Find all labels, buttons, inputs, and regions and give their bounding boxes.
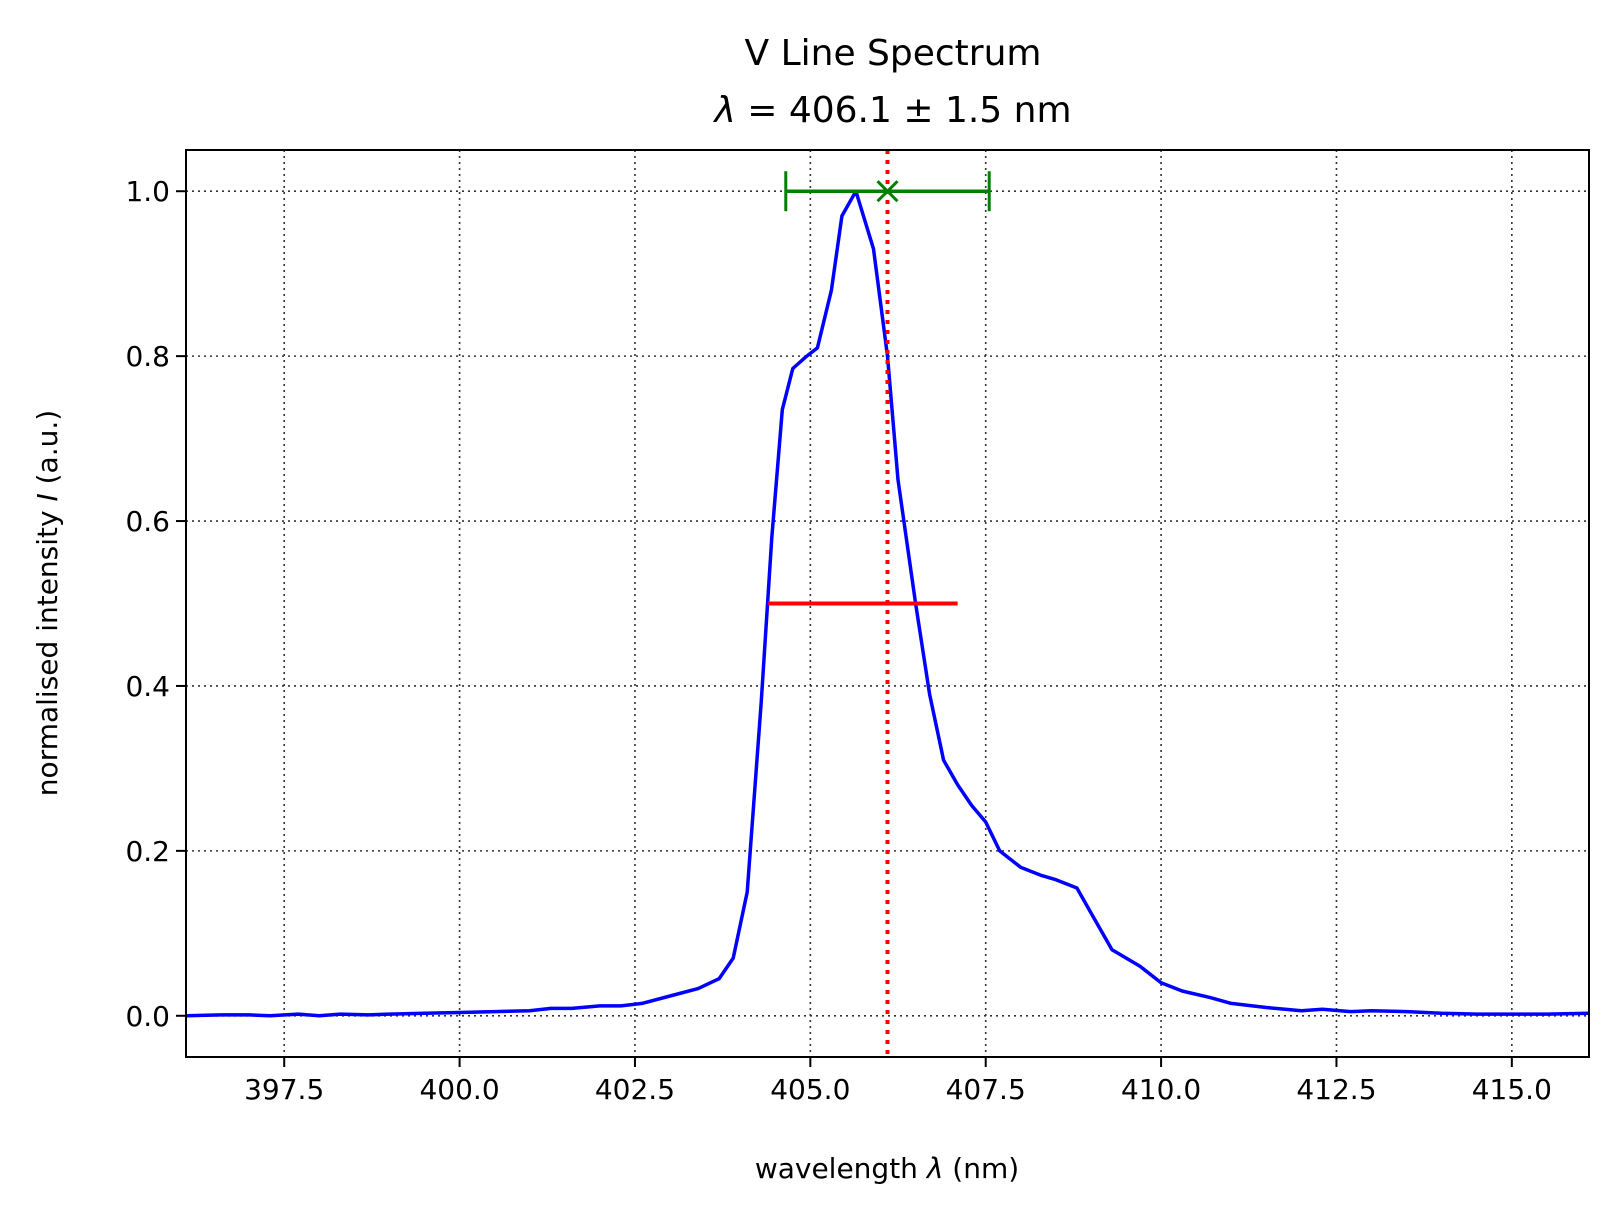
y-tick-label: 0.2 [125,835,170,868]
y-tick-label: 0.6 [125,505,170,538]
y-tick-label: 0.4 [125,670,170,703]
title-lambda-value: = 406.1 ± 1.5 nm [736,90,1072,131]
x-tick-label: 407.5 [946,1073,1026,1106]
x-tick-label: 400.0 [419,1073,499,1106]
grid [186,150,1589,1057]
y-axis-label-unit: (a.u.) [31,410,64,493]
x-axis-label-unit: (nm) [943,1152,1019,1185]
x-axis-label-symbol: λ [925,1152,944,1185]
y-tick-label: 0.8 [125,340,170,373]
x-tick-label: 397.5 [244,1073,324,1106]
y-axis-label-text: normalised intensity [31,502,64,797]
x-axis-label: wavelength λ (nm) [755,1152,1019,1185]
x-tick-label: 412.5 [1296,1073,1376,1106]
x-tick-label: 415.0 [1472,1073,1552,1106]
plot-frame [185,149,1590,1058]
peak-marker [876,180,899,203]
spectrum-line [185,189,1590,1018]
chart-title-line1: V Line Spectrum [745,33,1042,74]
plot-marks [185,150,1590,1057]
x-tick-label: 410.0 [1121,1073,1201,1106]
x-tick-label: 405.0 [770,1073,850,1106]
y-tick-label: 1.0 [125,175,170,208]
y-tick-label: 0.0 [125,1000,170,1033]
y-axis-label: normalised intensity I (a.u.) [31,410,64,796]
title-lambda-symbol: λ [712,90,735,131]
y-axis-label-symbol: I [31,493,64,501]
x-axis-label-text: wavelength [755,1152,927,1185]
chart-title-line2: λ = 406.1 ± 1.5 nm [712,90,1071,131]
axis-ticks: 397.5 400.0 402.5 405.0 407.5 410.0 412.5 415.0… [125,175,1551,1106]
x-tick-label: 402.5 [595,1073,675,1106]
